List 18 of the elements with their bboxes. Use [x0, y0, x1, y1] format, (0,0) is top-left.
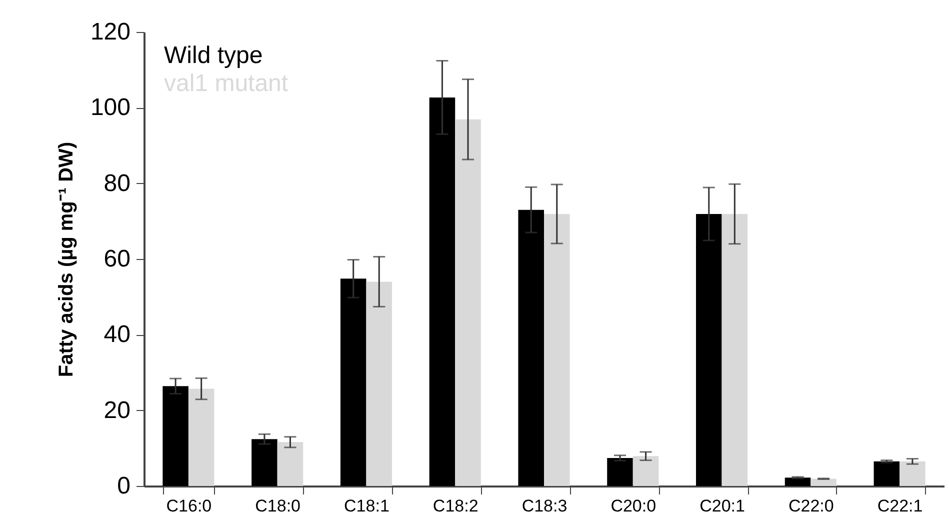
y-tick-label: 120: [90, 18, 130, 46]
x-tick-label: C16:0: [166, 496, 212, 516]
y-tick-label: 100: [90, 94, 130, 122]
y-tick-label: 40: [104, 321, 130, 348]
x-tick-label: C20:1: [700, 496, 745, 516]
x-tick-label: C18:1: [344, 496, 390, 516]
y-tick-label: 60: [104, 246, 130, 272]
x-tick-label: C20:0: [610, 496, 656, 516]
x-tick-label: C22:0: [788, 496, 834, 516]
x-tick-label: C18:2: [432, 496, 478, 516]
x-tick-label: C22:1: [877, 496, 923, 516]
x-tick-label: C18:3: [522, 496, 568, 516]
y-tick-label: 80: [104, 170, 130, 197]
y-tick-label: 20: [104, 396, 130, 424]
text: Wild type: [164, 42, 263, 69]
x-tick-label: C18:0: [255, 496, 301, 516]
y-axis-title: Fatty acids (µg mg⁻¹ DW): [55, 142, 78, 378]
y-tick-label: 0: [117, 472, 130, 500]
